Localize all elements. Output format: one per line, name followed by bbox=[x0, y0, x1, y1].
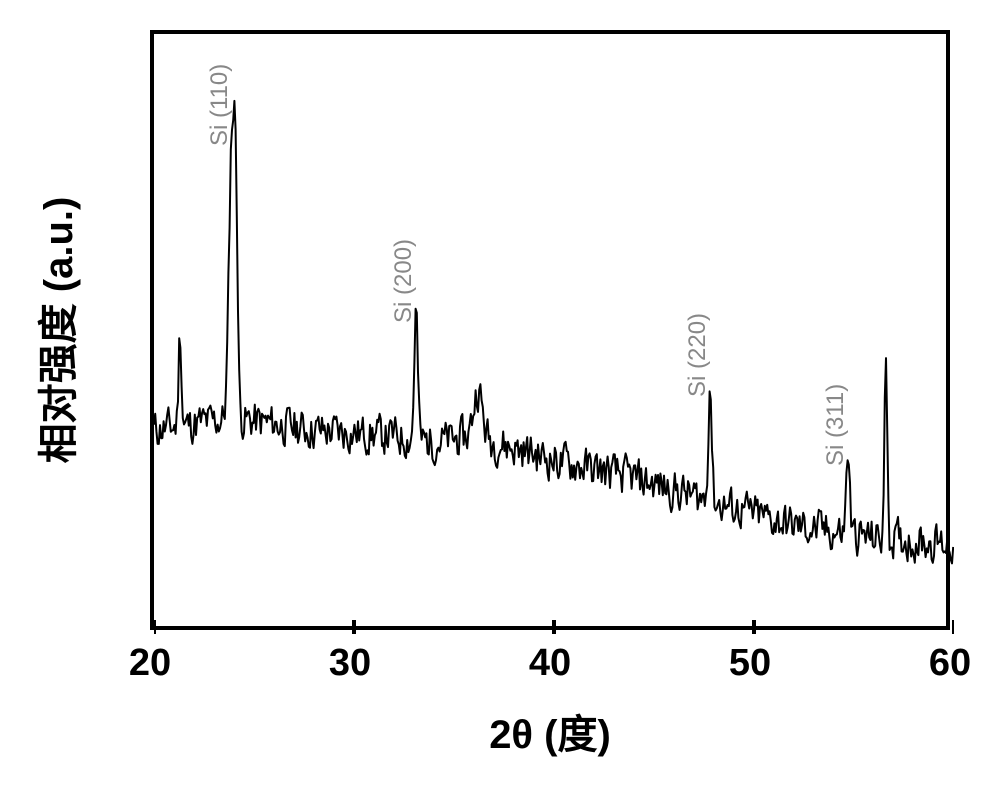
x-tick-label: 50 bbox=[729, 642, 771, 685]
x-tick-label: 20 bbox=[129, 642, 171, 685]
xrd-figure: 相对强度 (a.u.) 2θ (度) 20 30 40 50 60 Si (110) Si… bbox=[0, 0, 1000, 798]
x-axis-label: 2θ (度) bbox=[489, 702, 611, 760]
peak-label: Si (200) bbox=[390, 239, 418, 323]
y-axis-label: 相对强度 (a.u.) bbox=[26, 197, 84, 464]
peak-label: Si (110) bbox=[206, 64, 234, 146]
xrd-svg bbox=[154, 34, 954, 634]
x-tick-label: 60 bbox=[929, 642, 971, 685]
peak-label: Si (220) bbox=[684, 313, 712, 397]
plot-frame bbox=[150, 30, 950, 630]
peak-label: Si (311) bbox=[822, 384, 850, 466]
x-tick-label: 40 bbox=[529, 642, 571, 685]
x-tick-label: 30 bbox=[329, 642, 371, 685]
